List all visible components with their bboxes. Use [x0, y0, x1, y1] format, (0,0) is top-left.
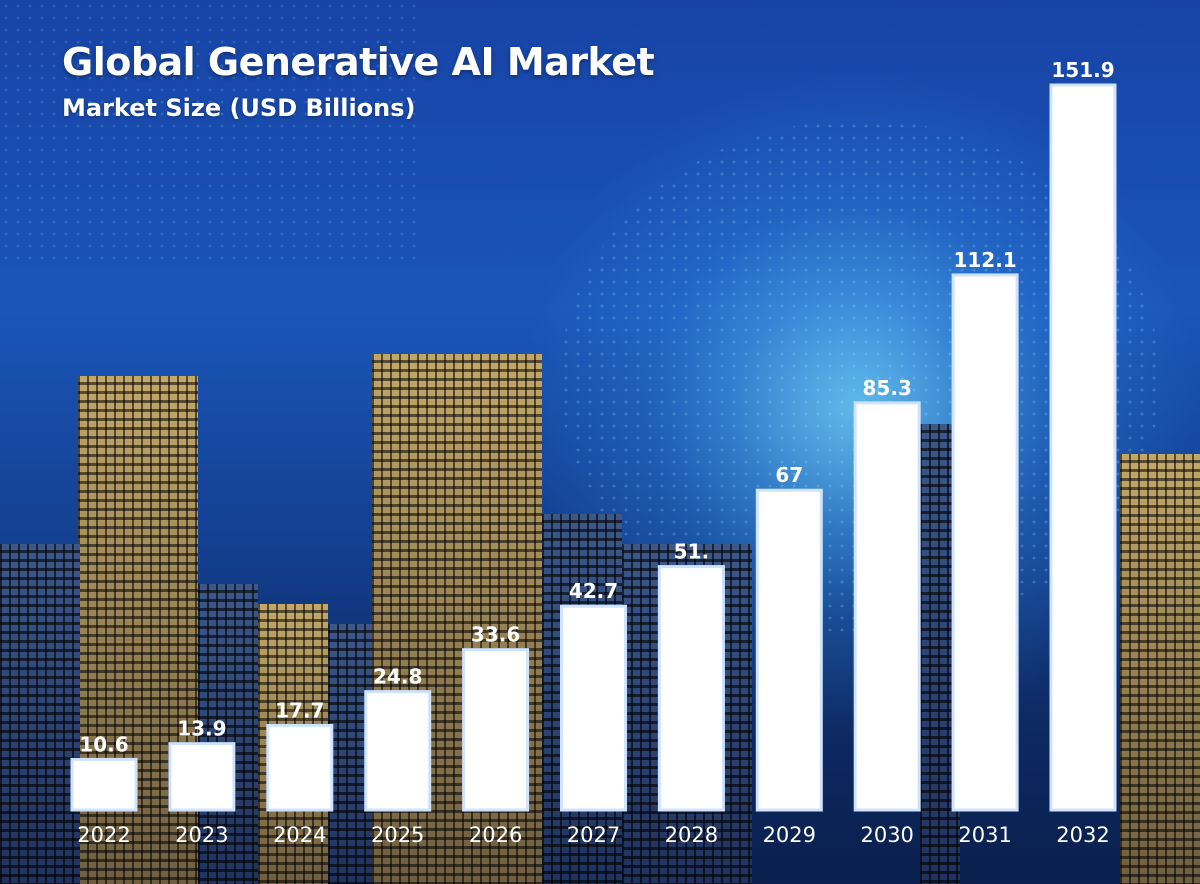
data-label-2030: 85.3 — [863, 376, 912, 400]
bar-2025 — [364, 690, 432, 812]
chart-title: Global Generative AI Market — [62, 40, 655, 84]
data-label-2031: 112.1 — [953, 248, 1016, 272]
chart-subtitle: Market Size (USD Billions) — [62, 94, 416, 122]
bar-2031 — [951, 273, 1019, 812]
x-tick-label-2031: 2031 — [958, 823, 1011, 847]
bar-2026 — [462, 648, 530, 812]
bar-2023 — [168, 742, 236, 812]
x-tick-label-2023: 2023 — [175, 823, 228, 847]
skyline-building — [198, 584, 258, 884]
data-label-2026: 33.6 — [471, 623, 520, 647]
data-label-2029: 67 — [775, 463, 803, 487]
data-label-2024: 17.7 — [275, 699, 324, 723]
dotted-network-left — [0, 0, 420, 260]
x-tick-label-2032: 2032 — [1056, 823, 1109, 847]
data-label-2028: 51. — [674, 540, 709, 564]
skyline-building — [0, 544, 80, 884]
data-label-2027: 42.7 — [569, 579, 618, 603]
bar-2024 — [266, 724, 334, 812]
bar-2029 — [755, 488, 823, 812]
x-tick-label-2029: 2029 — [763, 823, 816, 847]
x-tick-label-2024: 2024 — [273, 823, 326, 847]
data-label-2032: 151.9 — [1051, 58, 1114, 82]
data-label-2023: 13.9 — [177, 717, 226, 741]
x-tick-label-2027: 2027 — [567, 823, 620, 847]
bar-2028 — [657, 565, 725, 812]
x-tick-label-2030: 2030 — [860, 823, 913, 847]
bar-2022 — [70, 757, 138, 812]
bar-2027 — [560, 604, 627, 812]
data-label-2025: 24.8 — [373, 665, 422, 689]
skyline-building — [1120, 454, 1200, 884]
bar-2030 — [853, 401, 921, 812]
x-tick-label-2022: 2022 — [77, 823, 130, 847]
x-tick-label-2028: 2028 — [665, 823, 718, 847]
bar-2032 — [1049, 83, 1117, 812]
data-label-2022: 10.6 — [79, 732, 128, 756]
x-tick-label-2025: 2025 — [371, 823, 424, 847]
skyline-building — [328, 624, 373, 884]
x-tick-label-2026: 2026 — [469, 823, 522, 847]
